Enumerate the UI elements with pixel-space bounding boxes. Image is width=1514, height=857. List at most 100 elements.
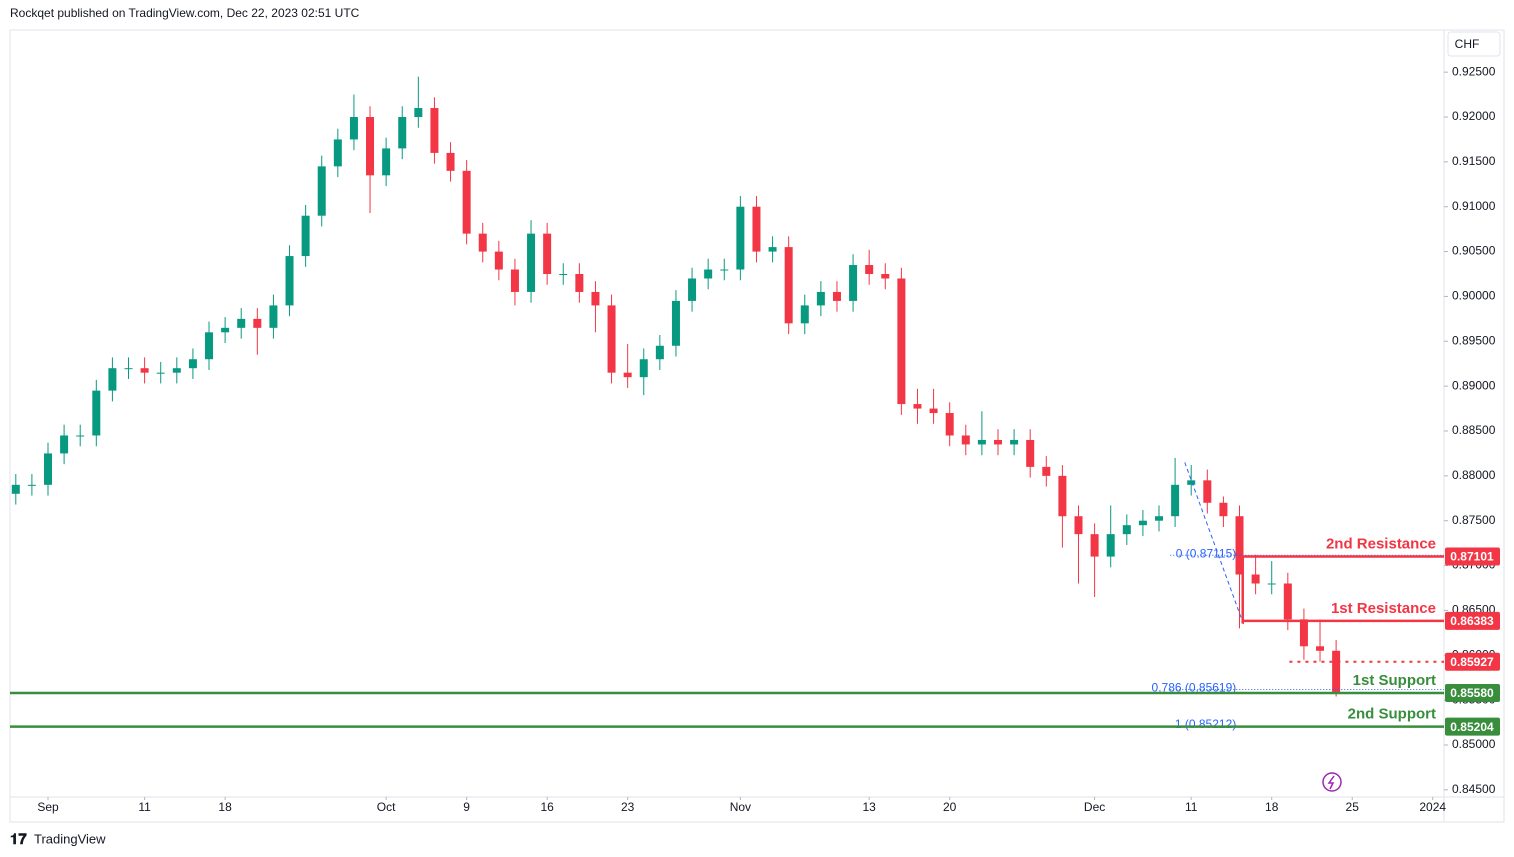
candle-body xyxy=(720,269,729,271)
candle-body xyxy=(510,269,519,292)
x-tick-label: 2024 xyxy=(1419,800,1446,814)
candle-body xyxy=(188,359,197,369)
candle-body xyxy=(607,305,616,373)
fib-label: 0 (0.87115) xyxy=(1176,546,1237,560)
candle-body xyxy=(366,117,375,176)
x-tick-label: 25 xyxy=(1346,800,1360,814)
candle-body xyxy=(1267,583,1276,585)
candle-body xyxy=(1219,502,1228,517)
candle-body xyxy=(1106,534,1115,557)
price-tag xyxy=(1445,611,1500,630)
candle-body xyxy=(1251,574,1260,584)
candle-body xyxy=(205,332,214,360)
candle-body xyxy=(865,265,874,275)
candle-body xyxy=(800,305,809,324)
candle-body xyxy=(494,251,503,270)
candle-body xyxy=(881,274,890,279)
candle-body xyxy=(559,274,568,276)
candle-body xyxy=(462,170,471,234)
candle-body xyxy=(478,233,487,252)
price-tag-label: 0.86383 xyxy=(1450,614,1494,628)
x-tick-label: Oct xyxy=(377,800,396,814)
price-tag xyxy=(1445,547,1500,566)
candle-body xyxy=(237,318,246,328)
candle-body xyxy=(1122,525,1131,535)
candle-body xyxy=(172,368,181,373)
candle-body xyxy=(591,291,600,306)
x-tick-label: 20 xyxy=(943,800,957,814)
price-tag xyxy=(1445,652,1500,671)
candle-body xyxy=(752,206,761,252)
currency-box[interactable] xyxy=(1447,31,1501,57)
candle-body xyxy=(929,408,938,414)
y-tick-label: 0.92500 xyxy=(1452,64,1496,78)
candle-body xyxy=(27,484,36,486)
candle-body xyxy=(76,435,85,437)
x-tick-label: 11 xyxy=(138,800,151,814)
level-name: 2nd Support xyxy=(1348,706,1436,723)
candle-body xyxy=(108,368,117,391)
candle-body xyxy=(1058,475,1067,517)
candle-body xyxy=(446,152,455,171)
x-tick-label: 18 xyxy=(1265,800,1279,814)
level-name: 1st Resistance xyxy=(1331,600,1436,617)
publisher-line: Rockqet published on TradingView.com, De… xyxy=(10,6,360,20)
candle-body xyxy=(140,368,149,373)
candle-body xyxy=(993,439,1002,445)
candle-body xyxy=(1026,439,1035,467)
candle-body xyxy=(285,256,294,306)
icon-bolt[interactable] xyxy=(1327,775,1335,790)
level-name: 2nd Resistance xyxy=(1326,535,1436,552)
candle-body xyxy=(60,435,69,454)
brand: TradingView xyxy=(34,831,106,846)
candle-body xyxy=(977,439,986,445)
y-tick-label: 0.91000 xyxy=(1452,199,1496,213)
candle-body xyxy=(221,327,230,333)
fib-trend xyxy=(1184,462,1245,627)
icon-circle[interactable] xyxy=(1322,772,1342,792)
price-tag-label: 0.85204 xyxy=(1450,720,1494,734)
candle-body xyxy=(688,278,697,301)
candle-body xyxy=(1283,583,1292,620)
chart-frame xyxy=(9,29,1505,823)
price-tag-label: 0.85580 xyxy=(1450,686,1494,700)
candle-body xyxy=(961,435,970,445)
price-tag-label: 0.85927 xyxy=(1450,655,1494,669)
y-tick-label: 0.92000 xyxy=(1452,109,1496,123)
candle-body xyxy=(897,278,906,405)
replay-icon[interactable] xyxy=(1322,772,1342,792)
logo-mark: 𝟏𝟕 xyxy=(10,831,27,848)
candle-body xyxy=(1316,646,1325,651)
candle-body xyxy=(414,108,423,118)
candle-body xyxy=(11,484,20,494)
x-tick-label: 23 xyxy=(621,800,635,814)
candle-body xyxy=(639,359,648,378)
y-tick-label: 0.91500 xyxy=(1452,154,1496,168)
price-tag xyxy=(1445,717,1500,736)
candle-body xyxy=(623,372,632,378)
candle-body xyxy=(1090,534,1099,557)
candle-body xyxy=(527,233,536,292)
candle-body xyxy=(1299,619,1308,647)
candle-body xyxy=(156,372,165,374)
y-tick-label: 0.84500 xyxy=(1452,782,1496,796)
candle-body xyxy=(945,413,954,436)
candle-body xyxy=(43,453,52,485)
y-tick-label: 0.89000 xyxy=(1452,378,1496,392)
candle-body xyxy=(768,247,777,252)
candle-body xyxy=(575,274,584,292)
candle-body xyxy=(1042,466,1051,476)
candle-body xyxy=(382,148,391,176)
level-name: 1st Support xyxy=(1353,672,1436,689)
currency[interactable]: CHF xyxy=(1455,37,1480,51)
y-tick-label: 0.87500 xyxy=(1452,513,1496,527)
candle-body xyxy=(430,108,439,153)
candle-body xyxy=(124,368,133,370)
y-tick-label: 0.88500 xyxy=(1452,423,1496,437)
candle-body xyxy=(832,291,841,301)
candle-body xyxy=(1138,520,1147,526)
y-tick-label: 0.90500 xyxy=(1452,244,1496,258)
candle-body xyxy=(398,117,407,149)
candle-body xyxy=(1074,516,1083,535)
